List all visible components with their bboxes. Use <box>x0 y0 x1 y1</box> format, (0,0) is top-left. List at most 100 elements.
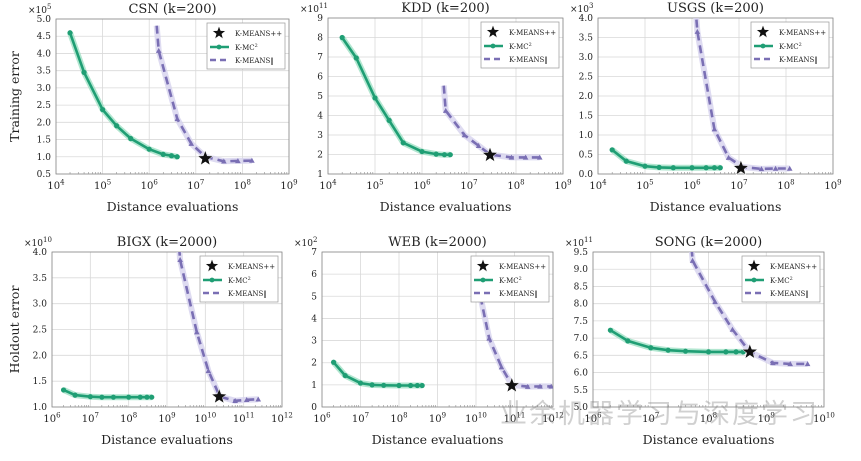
data-point-kmeans-parallel <box>243 396 250 403</box>
legend-kmc2-marker <box>751 277 757 283</box>
chart-title: KDD (k=200) <box>401 1 489 16</box>
y-tick-label: 4 <box>311 314 317 324</box>
y-tick-label: 4.0 <box>579 14 594 24</box>
data-point-kmc2 <box>419 148 425 155</box>
legend-kmc2-marker <box>209 277 215 283</box>
data-point-kmc2 <box>703 165 709 171</box>
data-point-kmc2 <box>733 349 739 355</box>
x-tick-label: 108 <box>390 412 407 426</box>
axis-multiplier: ×1011 <box>565 236 593 249</box>
y-tick-label: 0.5 <box>37 170 52 180</box>
data-point-kmeans-parallel <box>711 126 718 132</box>
data-point-kmc2 <box>648 345 654 351</box>
axis-multiplier: ×103 <box>570 2 593 15</box>
data-point-kmc2 <box>396 382 402 389</box>
y-tick-label: 1.5 <box>37 136 52 146</box>
series-group <box>609 18 793 172</box>
y-tick-label: 1.5 <box>579 112 594 122</box>
x-tick-label: 108 <box>777 179 794 193</box>
plot-frame <box>55 18 290 175</box>
legend-label-kmeans-parallel: K-MEANS‖ <box>779 56 818 64</box>
data-point-kmc2 <box>623 158 629 164</box>
x-tick-label: 109 <box>280 179 297 193</box>
y-tick-label: 5.0 <box>37 15 52 25</box>
data-point-kmc2 <box>144 394 150 400</box>
x-tick-label: 104 <box>589 179 607 193</box>
axis-multiplier: ×105 <box>28 3 51 16</box>
legend-label-kmeans-parallel: K-MEANS‖ <box>228 290 267 298</box>
y-tick-label: 5.5 <box>574 386 589 396</box>
y-tick-label: 8.5 <box>574 282 589 292</box>
data-point-kmc2 <box>160 151 166 157</box>
data-point-kmeans-parallel <box>712 299 718 305</box>
x-tick-label: 1011 <box>233 412 255 426</box>
data-point-kmeans-parallel <box>498 364 505 370</box>
legend-label-kmc2: K-MC2 <box>499 276 522 285</box>
x-tick-label: 107 <box>460 179 477 193</box>
data-point-kmc2 <box>174 154 180 160</box>
data-point-kmc2 <box>609 147 615 153</box>
y-tick-label: 3.0 <box>37 84 52 94</box>
x-tick-label: 106 <box>43 412 61 426</box>
data-point-kmc2 <box>369 382 375 388</box>
data-point-kmc2 <box>67 30 73 36</box>
x-tick-label: 1011 <box>504 412 526 426</box>
subplot-kdd: 104 105 106 107 108 109 1 2 3 4 5 6 7 8 9×1011 KDD (k=2… <box>300 1 572 214</box>
y-tick-label: 5.0 <box>574 403 589 413</box>
y-tick-label: 0 <box>311 403 317 413</box>
series-group <box>339 34 543 161</box>
data-point-kmc2 <box>372 95 378 101</box>
data-point-kmeans-parallel <box>155 47 162 53</box>
plot-frame <box>327 17 564 175</box>
legend-label-kmeans-plus-plus: K-MEANS++ <box>509 29 556 37</box>
x-tick-label: 109 <box>429 412 446 426</box>
data-point-kmeans-parallel <box>689 257 696 263</box>
legend-label-kmeans-plus-plus: K-MEANS++ <box>779 29 826 37</box>
y-tick-label: 7.5 <box>574 317 589 327</box>
legend: K-MEANS++ K-MC2 K-MEANS‖ <box>741 255 821 303</box>
subplot-bigx: 106 107 108 109 1010 1011 1012 1.0 1.5 2.0 2.5 3.0 3… <box>7 235 293 447</box>
data-point-kmc2 <box>149 394 155 400</box>
x-tick-label: 1012 <box>271 412 293 426</box>
data-point-kmeans-parallel <box>194 329 200 335</box>
data-point-kmeans-plus-plus <box>210 388 228 404</box>
series-line-kmeans-parallel <box>694 18 790 171</box>
chart-title: SONG (k=2000) <box>655 235 762 250</box>
x-tick-label: 104 <box>47 179 65 193</box>
data-point-kmc2 <box>386 117 392 123</box>
data-point-kmeans-parallel <box>725 154 732 160</box>
legend-star-icon <box>475 258 491 273</box>
legend-label-kmeans-plus-plus: K-MEANS++ <box>235 30 282 38</box>
x-tick-label: 1010 <box>465 412 487 426</box>
y-axis-label: Holdout error <box>7 286 22 374</box>
y-tick-label: 3 <box>311 337 317 347</box>
y-tick-label: 6.5 <box>574 351 589 361</box>
data-point-kmeans-parallel <box>508 154 515 160</box>
data-point-kmeans-parallel <box>249 157 255 163</box>
data-point-kmeans-plus-plus <box>503 376 521 393</box>
series-line-kmeans-parallel <box>690 252 808 366</box>
data-point-kmc2 <box>99 394 105 400</box>
axis-multiplier: ×1011 <box>300 2 328 15</box>
data-point-kmeans-plus-plus <box>732 159 750 176</box>
data-point-kmeans-parallel <box>694 28 701 34</box>
legend-kmc2-marker <box>216 44 222 50</box>
chart-title: USGS (k=200) <box>667 1 764 16</box>
chart-title: CSN (k=200) <box>128 2 216 17</box>
x-tick-label: 105 <box>94 179 111 193</box>
x-tick-label: 108 <box>507 179 524 193</box>
x-tick-label: 1010 <box>813 412 835 426</box>
data-point-kmc2 <box>330 359 337 365</box>
data-point-kmc2 <box>81 69 87 75</box>
legend-star-icon <box>755 24 771 39</box>
legend-label-kmeans-parallel: K-MEANS‖ <box>235 57 274 65</box>
data-point-kmc2 <box>87 394 93 400</box>
data-point-kmc2 <box>60 387 67 393</box>
data-point-kmc2 <box>146 146 152 152</box>
y-tick-label: 2.0 <box>579 92 594 102</box>
data-point-kmeans-parallel <box>772 165 779 171</box>
data-point-kmeans-parallel <box>729 326 736 332</box>
y-tick-label: 8 <box>317 34 323 44</box>
data-point-kmeans-parallel <box>177 256 183 262</box>
